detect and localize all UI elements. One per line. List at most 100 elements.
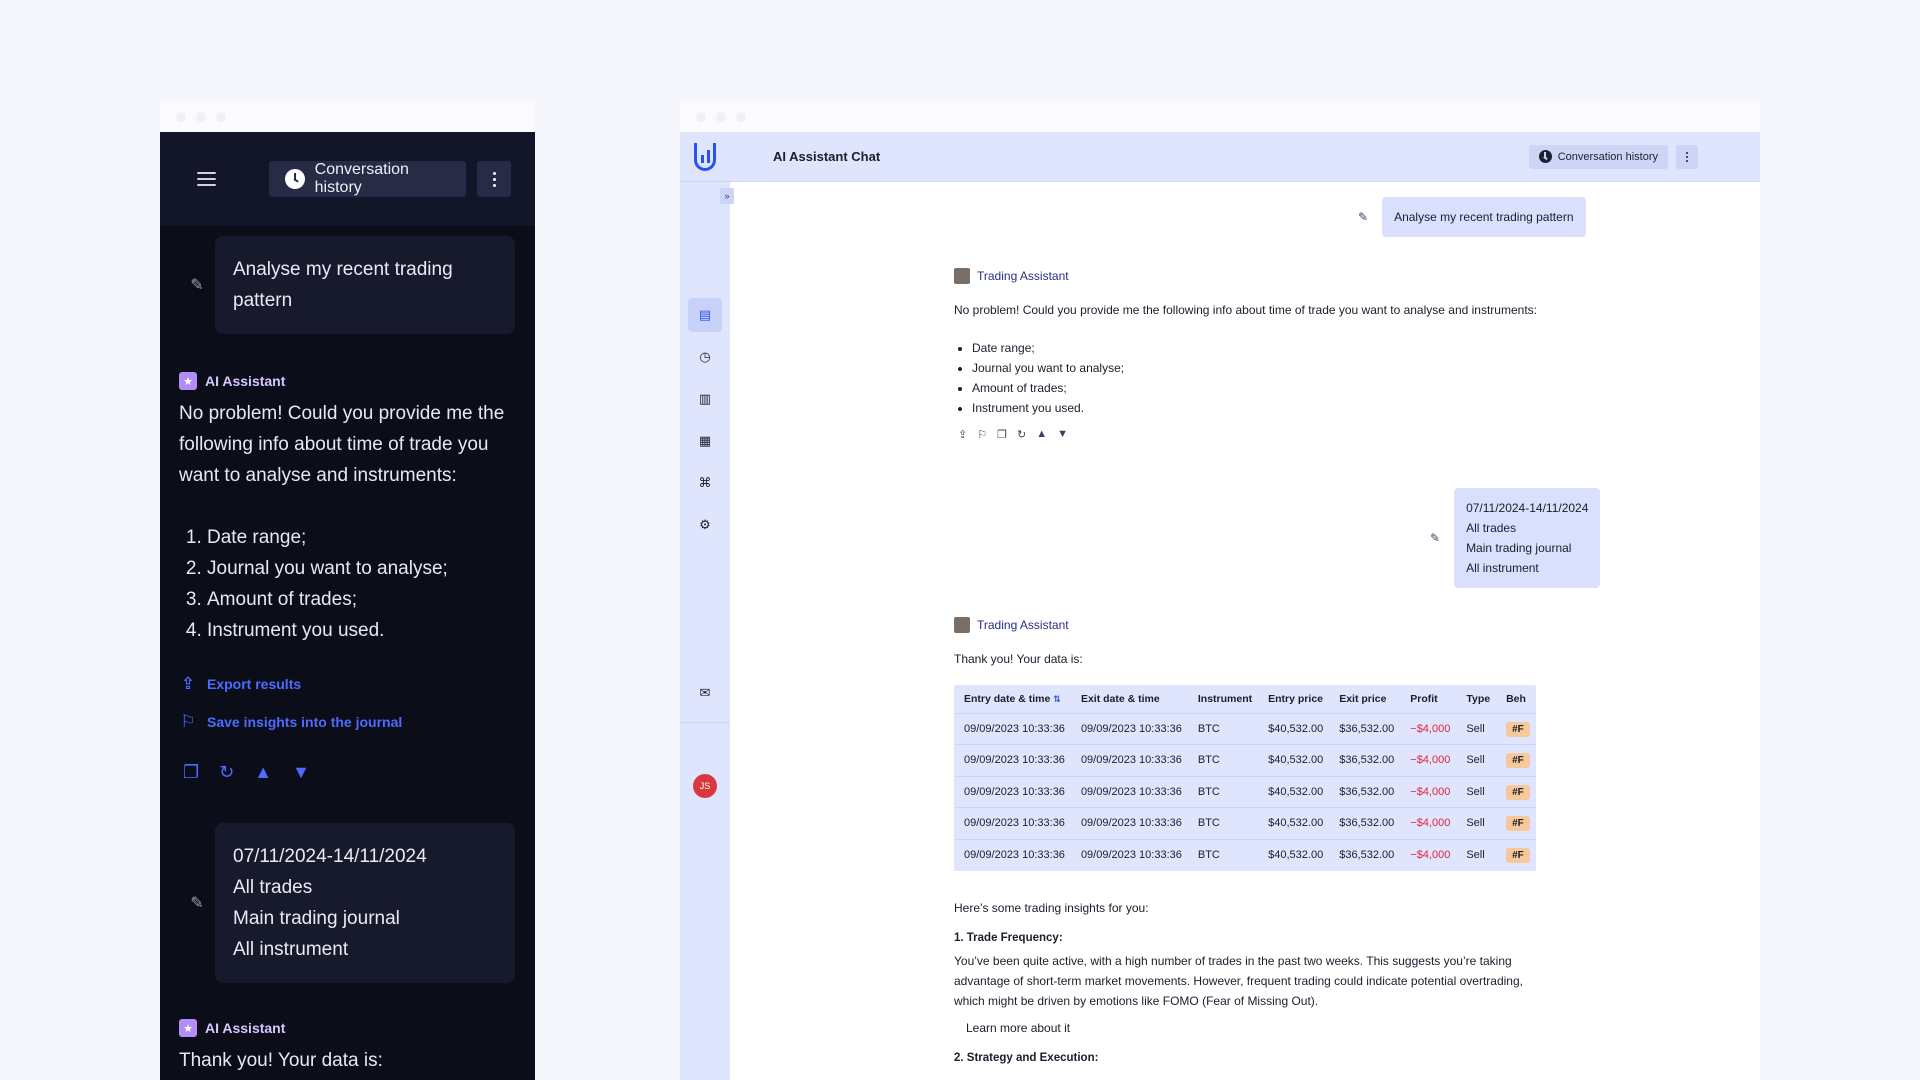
user-bubble: 07/11/2024-14/11/2024 All trades Main tr… [215, 823, 515, 983]
column-header-instrument[interactable]: Instrument [1197, 692, 1253, 705]
table-cell: $40,532.00 [1258, 744, 1330, 776]
export-results-link[interactable]: ⇪ Export results [179, 674, 516, 694]
bar-chart-icon: ▥ [698, 391, 712, 406]
copy-icon[interactable]: ❐ [183, 762, 200, 782]
menu-icon[interactable] [197, 172, 216, 186]
chat-icon: ▤ [698, 307, 712, 322]
regenerate-icon[interactable]: ↻ [219, 762, 235, 782]
table-cell: 09/09/2023 10:33:36 [954, 838, 1071, 871]
table-row[interactable]: 09/09/2023 10:33:36 09/09/2023 10:33:36 BT… [954, 744, 1536, 776]
assistant-name: Trading Assistant [977, 618, 1069, 632]
bookmark-icon: ⚐ [180, 712, 196, 731]
edit-icon[interactable]: ✎ [1358, 210, 1369, 224]
shield-chart-icon [694, 142, 716, 171]
window-dot [176, 111, 186, 122]
table-row[interactable]: 09/09/2023 10:33:36 09/09/2023 10:33:36 BT… [954, 775, 1536, 808]
insight-title: 2. Strategy and Execution: [954, 1051, 1099, 1064]
assistant-text: Thank you! Your data is: [179, 1050, 383, 1071]
table-cell: Sell [1456, 775, 1497, 808]
clock-icon [1538, 150, 1552, 163]
user-message: ✎ Analyse my recent trading pattern [179, 236, 516, 334]
behaviour-tag: #F [1506, 784, 1530, 800]
window-dot [196, 111, 206, 122]
thumbs-down-icon[interactable]: ▼ [1057, 428, 1068, 440]
table-cell: $36,532.00 [1329, 807, 1401, 839]
save-insights-link[interactable]: ⚐ Save insights into the journal [179, 712, 516, 732]
table-cell: $36,532.00 [1329, 744, 1401, 776]
user-bubble: Analyse my recent trading pattern [1382, 197, 1586, 237]
assistant-name: AI Assistant [205, 373, 286, 389]
edit-icon[interactable]: ✎ [190, 895, 204, 912]
calendar-icon: ▦ [698, 433, 712, 448]
avatar[interactable]: JS [693, 774, 717, 798]
save-insights-label: Save insights into the journal [207, 714, 403, 730]
sidebar-item-calendar[interactable]: ▦ [688, 424, 722, 458]
table-cell: BTC [1187, 744, 1259, 776]
column-header-type[interactable]: Type [1466, 692, 1491, 705]
behaviour-tag: #F [1506, 721, 1530, 737]
edit-icon[interactable]: ✎ [1430, 531, 1441, 545]
thumbs-up-icon[interactable]: ▲ [254, 762, 273, 782]
more-options-button[interactable] [1676, 144, 1698, 169]
table-cell: Sell [1456, 744, 1497, 776]
column-header-profit[interactable]: Profit [1410, 692, 1438, 705]
sort-icon[interactable]: ⇅ [1053, 693, 1061, 704]
sidebar-item-analytics[interactable]: ▥ [688, 382, 722, 416]
sidebar-item-chat[interactable]: ▤ [688, 298, 722, 332]
upload-icon[interactable]: ⇪ [958, 429, 968, 441]
bookmark-icon[interactable]: ⚐ [977, 429, 988, 441]
assistant-text: No problem! Could you provide me the fol… [954, 303, 1537, 317]
window-dot [696, 111, 706, 122]
table-row[interactable]: 09/09/2023 10:33:36 09/09/2023 10:33:36 BT… [954, 712, 1536, 745]
column-header-entry-price[interactable]: Entry price [1268, 692, 1323, 705]
user-bubble: Analyse my recent trading pattern [215, 236, 515, 334]
table-cell: −$4,000 [1400, 775, 1457, 808]
assistant-message: Trading Assistant Thank you! Your data i… [954, 617, 1544, 1064]
divider [680, 722, 730, 723]
regenerate-icon[interactable]: ↻ [1016, 429, 1027, 441]
mobile-chat: ✎ Analyse my recent trading pattern ★ AI… [160, 226, 535, 1076]
table-cell: 09/09/2023 10:33:36 [1070, 807, 1188, 839]
table-cell: 09/09/2023 10:33:36 [954, 775, 1071, 808]
table-row[interactable]: 09/09/2023 10:33:36 09/09/2023 10:33:36 BT… [954, 838, 1536, 871]
message-actions: ❐ ↻ ▲ ▼ [179, 762, 516, 783]
more-options-button[interactable] [477, 161, 512, 197]
column-header-entry[interactable]: Entry date & time ⇅ [964, 692, 1061, 705]
user-line: All trades [233, 877, 313, 898]
thumbs-up-icon[interactable]: ▲ [1036, 428, 1048, 440]
expand-sidebar-button[interactable]: » [720, 188, 734, 204]
assistant-message: ★ AI Assistant Thank you! Your data is: [179, 1019, 516, 1076]
list-item: Instrument you used. [207, 615, 516, 646]
learn-more-link[interactable]: Learn more about it [966, 1020, 1071, 1035]
table-cell: −$4,000 [1400, 807, 1457, 839]
edit-icon[interactable]: ✎ [190, 277, 204, 294]
conversation-history-button[interactable]: Conversation history [268, 161, 467, 197]
gear-icon: ⚙ [699, 517, 711, 532]
table-cell: 09/09/2023 10:33:36 [1070, 744, 1188, 776]
insights-intro: Here’s some trading insights for you: [954, 900, 1149, 915]
copy-icon[interactable]: ❐ [997, 429, 1007, 441]
desktop-app: AI Assistant Chat Conversation history ▤… [680, 132, 1760, 1080]
table-cell: BTC [1187, 712, 1259, 745]
table-row[interactable]: 09/09/2023 10:33:36 09/09/2023 10:33:36 BT… [954, 807, 1536, 839]
sidebar-item-integrations[interactable]: ⌘ [688, 466, 722, 500]
sidebar: ▤ ◷ ▥ ▦ ⌘ ⚙ ✉ JS [680, 182, 730, 1080]
window-chrome [160, 101, 535, 132]
thumbs-down-icon[interactable]: ▼ [292, 762, 310, 782]
column-header-behaviour[interactable]: Beh [1506, 692, 1526, 705]
sidebar-item-settings[interactable]: ⚙ [688, 508, 722, 542]
window-dot [736, 111, 746, 122]
assistant-text: No problem! Could you provide me the fol… [179, 403, 505, 486]
page-title: AI Assistant Chat [773, 149, 881, 164]
sidebar-item-history[interactable]: ◷ [688, 340, 722, 374]
sidebar-item-feedback[interactable]: ✉ [688, 676, 722, 710]
table-cell: 09/09/2023 10:33:36 [954, 807, 1071, 839]
table-cell: #F [1496, 807, 1536, 839]
sparkle-icon: ★ [179, 1019, 197, 1037]
conversation-history-button[interactable]: Conversation history [1528, 144, 1668, 169]
logo[interactable] [680, 132, 730, 182]
column-header-exit[interactable]: Exit date & time [1080, 692, 1160, 705]
user-line: Main trading journal [1466, 541, 1572, 555]
conversation-history-label: Conversation history [314, 161, 409, 196]
column-header-exit-price[interactable]: Exit price [1339, 692, 1387, 705]
